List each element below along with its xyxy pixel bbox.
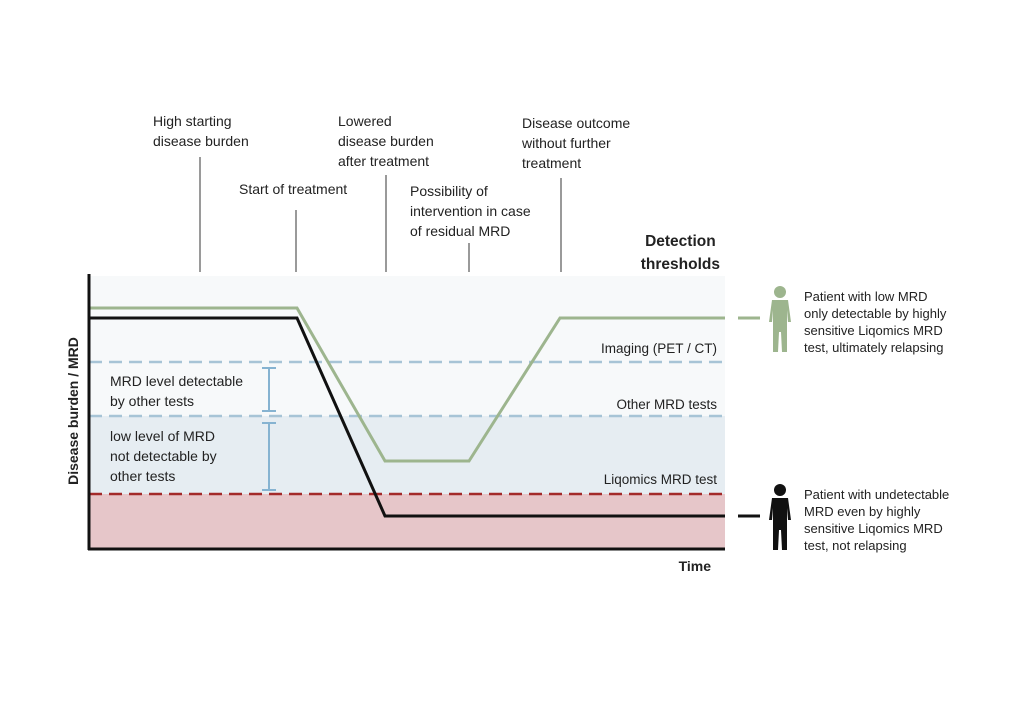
imaging-threshold-label: Imaging (PET / CT): [601, 341, 717, 356]
other-mrd-threshold-label: Other MRD tests: [616, 397, 717, 412]
low-level-range-label: low level of MRD not detectable by other…: [110, 428, 221, 484]
non-relapsing-patient-icon: [769, 484, 791, 550]
non-relapsing-patient-curve: [89, 316, 725, 518]
annotation-high-start: High starting disease burden: [153, 113, 249, 149]
liqomics-threshold-label: Liqomics MRD test: [604, 472, 718, 487]
upper-band: [89, 276, 725, 416]
annotation-start-treatment: Start of treatment: [239, 181, 347, 197]
x-axis-label: Time: [679, 558, 712, 574]
low-mrd-band: [89, 416, 725, 494]
annotation-possibility: Possibility of intervention in case of r…: [410, 183, 535, 239]
relapsing-patient-icon: [769, 286, 791, 352]
y-axis-label: Disease burden / MRD: [65, 337, 81, 485]
low-level-range-bracket: [262, 422, 276, 491]
relapsing-patient-curve: [89, 306, 725, 463]
detectable-range-bracket: [262, 367, 276, 412]
undetectable-band: [89, 494, 725, 549]
detection-thresholds-title: Detection thresholds: [641, 233, 720, 273]
relapsing-patient-text: Patient with low MRD only detectable by …: [804, 289, 950, 355]
annotation-lowered: Lowered disease burden after treatment: [338, 113, 438, 169]
annotation-outcome: Disease outcome without further treatmen…: [521, 115, 634, 171]
detectable-range-label: MRD level detectable by other tests: [110, 373, 247, 409]
non-relapsing-patient-text: Patient with undetectable MRD even by hi…: [804, 487, 953, 553]
